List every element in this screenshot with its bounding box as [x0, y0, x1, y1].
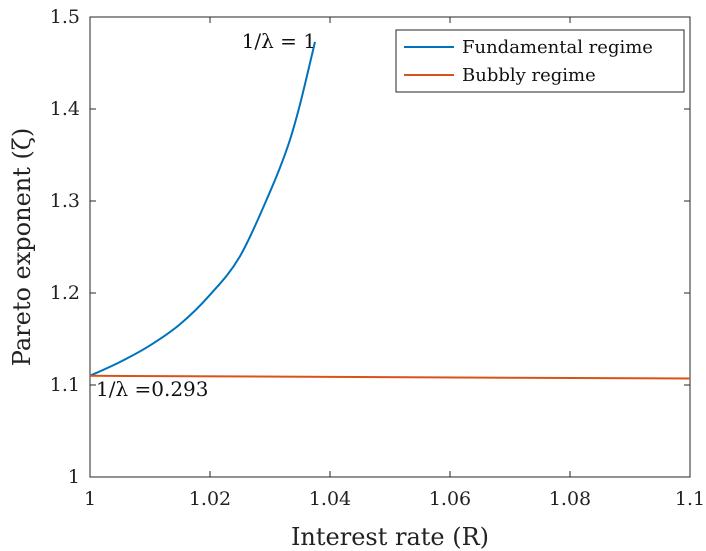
- x-tick-label: 1.08: [549, 488, 591, 510]
- annotation-label: 1/λ = 1: [242, 29, 316, 53]
- y-tick-label: 1.5: [50, 6, 80, 28]
- plot-area: [89, 16, 691, 478]
- y-tick-label: 1.4: [50, 98, 80, 120]
- y-tick-label: 1.3: [50, 190, 80, 212]
- legend-label-2: Bubbly regime: [462, 65, 596, 86]
- annotations: 1/λ = 1 1/λ =0.293: [96, 29, 316, 401]
- legend-box: [395, 29, 685, 93]
- legend: Fundamental regime Bubbly regime: [395, 29, 685, 93]
- x-tick-label: 1: [84, 488, 96, 510]
- x-tick-label: 1.06: [429, 488, 471, 510]
- series-lines: [89, 41, 691, 380]
- series-line-1: [89, 41, 316, 377]
- y-tick-label: 1.1: [50, 374, 80, 396]
- x-axis-ticks: 1 1.02 1.04 1.06 1.08 1.1: [84, 17, 705, 510]
- x-axis-label: Interest rate (R): [291, 523, 489, 551]
- y-axis-label: Pareto exponent (ζ): [8, 128, 36, 366]
- series-line-2: [89, 374, 691, 380]
- x-tick-label: 1.1: [675, 488, 705, 510]
- x-tick-label: 1.04: [309, 488, 351, 510]
- legend-label-1: Fundamental regime: [462, 37, 653, 58]
- y-axis-ticks: 1 1.1 1.2 1.3 1.4 1.5: [50, 6, 690, 488]
- y-tick-label: 1.2: [50, 282, 80, 304]
- y-tick-label: 1: [68, 466, 80, 488]
- x-tick-label: 1.02: [189, 488, 231, 510]
- annotation-label: 1/λ =0.293: [96, 377, 209, 401]
